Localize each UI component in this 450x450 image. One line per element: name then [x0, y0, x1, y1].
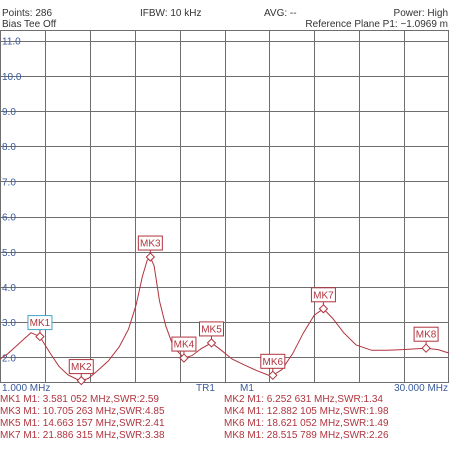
y-tick-label: 11.0	[2, 37, 21, 48]
marker-diamond	[206, 338, 217, 348]
marker-label: MK4	[174, 340, 195, 351]
ifbw-readout: IFBW: 10 kHz	[140, 8, 202, 19]
y-tick-label: 7.0	[2, 177, 16, 188]
avg-readout: AVG: --	[264, 8, 297, 19]
y-tick-label: 5.0	[2, 248, 16, 259]
reference-plane-readout: Reference Plane P1: −1.0969 m	[305, 19, 448, 30]
marker-label: MK1	[30, 318, 51, 329]
marker-label: MK2	[71, 362, 92, 373]
marker-mk4[interactable]: MK4	[171, 336, 197, 363]
marker-readout-mk2: MK2 M1: 6.252 631 MHz,SWR:1.34	[224, 394, 383, 405]
marker-readout-mk3: MK3 M1: 10.705 263 MHz,SWR:4.85	[0, 406, 165, 417]
marker-mk1[interactable]: MK1	[27, 315, 53, 342]
marker-diamond	[179, 353, 189, 363]
marker-diamond	[76, 375, 86, 386]
marker-diamond	[421, 343, 431, 353]
y-tick-label: 10.0	[2, 72, 22, 83]
y-tick-label: 4.0	[2, 283, 16, 294]
bias-tee-status: Bias Tee Off	[2, 19, 57, 30]
marker-diamond	[35, 331, 45, 342]
marker-mk8[interactable]: MK8	[413, 326, 439, 353]
marker-mk6[interactable]: MK6	[260, 353, 286, 381]
trace-label: TR1	[196, 383, 215, 394]
marker-diamond	[145, 252, 156, 262]
marker-label-box	[260, 353, 286, 369]
marker-label: MK7	[313, 290, 334, 301]
marker-label-box	[68, 359, 94, 375]
y-tick-label: 9.0	[2, 107, 16, 118]
y-tick-label: 3.0	[2, 318, 16, 329]
marker-diamond	[318, 304, 329, 314]
marker-mk3[interactable]: MK3	[137, 235, 163, 262]
marker-label-box	[27, 315, 53, 331]
marker-readout-mk4: MK4 M1: 12.882 105 MHz,SWR:1.98	[224, 406, 389, 417]
marker-readout-mk5: MK5 M1: 14.663 157 MHz,SWR:2.41	[0, 418, 165, 429]
marker-label-box	[137, 235, 163, 251]
y-tick-label: 2.0	[2, 353, 16, 364]
marker-label-box	[310, 287, 336, 303]
marker-readout-mk1: MK1 M1: 3.581 052 MHz,SWR:2.59	[0, 394, 159, 405]
grid	[0, 30, 449, 383]
x-stop-label: 30.000 MHz	[394, 383, 448, 394]
marker-label-box	[171, 336, 197, 352]
plot-frame	[0, 30, 449, 383]
marker-readout-mk6: MK6 M1: 18.621 052 MHz,SWR:1.49	[224, 418, 389, 429]
marker-mk2[interactable]: MK2	[68, 359, 94, 386]
y-tick-label: 8.0	[2, 142, 16, 153]
marker-mk5[interactable]: MK5	[198, 321, 224, 348]
x-start-label: 1.000 MHz	[2, 383, 50, 394]
marker-label: MK8	[416, 330, 437, 341]
points-readout: Points: 286	[2, 8, 53, 19]
y-tick-label: 6.0	[2, 213, 16, 224]
marker-label-box	[198, 321, 224, 337]
marker-label: MK3	[140, 239, 161, 250]
marker-diamond	[268, 370, 278, 381]
marker-label: MK5	[201, 324, 222, 335]
marker-mk7[interactable]: MK7	[310, 287, 336, 314]
markers: MK1 MK2 MK3 MK4 MK5 MK6 MK7 MK8	[27, 235, 439, 386]
marker-readout-mk8: MK8 M1: 28.515 789 MHz,SWR:2.26	[224, 430, 389, 441]
power-readout: Power: High	[393, 8, 448, 19]
marker-readout-mk7: MK7 M1: 21.886 315 MHz,SWR:3.38	[0, 430, 165, 441]
swr-trace	[0, 256, 450, 382]
y-tick-labels: 2.0 3.0 4.0 5.0 6.0 7.0 8.0 9.0 10.0 11.0	[2, 37, 22, 365]
marker-label-box	[413, 326, 439, 342]
marker-label: MK6	[263, 357, 284, 368]
active-marker-label: M1	[240, 383, 254, 394]
